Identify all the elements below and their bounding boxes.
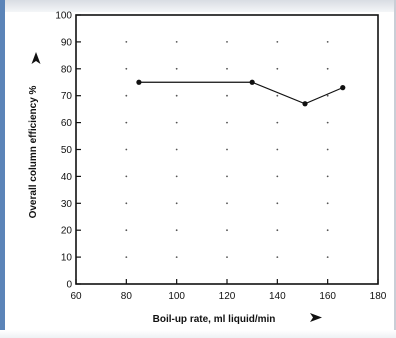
grid-dot bbox=[326, 67, 329, 70]
y-tick-label: 60 bbox=[61, 118, 73, 129]
grid-dot bbox=[125, 175, 128, 178]
grid-dot bbox=[175, 121, 178, 124]
grid-dot bbox=[175, 94, 178, 97]
up-arrow-icon bbox=[31, 52, 41, 64]
grid-dot bbox=[226, 175, 228, 178]
grid-dot bbox=[326, 256, 329, 258]
x-tick-label: 140 bbox=[269, 291, 286, 302]
grid-dot bbox=[175, 67, 178, 70]
grid-dot bbox=[125, 41, 128, 43]
grid-dot bbox=[175, 229, 178, 232]
series-layer bbox=[136, 79, 346, 107]
grid-dot bbox=[125, 148, 128, 151]
grid-dot bbox=[226, 94, 228, 97]
grid-dot bbox=[276, 229, 279, 232]
grid-dot bbox=[226, 256, 228, 258]
grid-dot bbox=[175, 175, 178, 178]
window-bottom-shade bbox=[0, 330, 396, 338]
grid-dot bbox=[326, 121, 329, 124]
grid-dot bbox=[125, 229, 128, 232]
x-tick-label: 180 bbox=[370, 291, 387, 302]
tick-layer: 0 10 20 30 40 50 60 70 80 90 100 60 80 100 120 140 160 18… bbox=[55, 11, 386, 303]
grid-dot bbox=[125, 121, 128, 124]
grid-dot bbox=[326, 175, 329, 178]
grid-dot bbox=[226, 67, 228, 70]
y-tick-label: 30 bbox=[61, 199, 73, 210]
grid-dot bbox=[276, 67, 279, 70]
data-point bbox=[136, 79, 142, 85]
grid-dot bbox=[326, 41, 329, 43]
grid-dot bbox=[276, 202, 279, 205]
x-tick-label: 80 bbox=[121, 291, 133, 302]
y-tick-label: 100 bbox=[55, 11, 72, 22]
grid-dot bbox=[226, 121, 228, 124]
series-line bbox=[138, 81, 344, 105]
grid-dot bbox=[276, 94, 279, 97]
y-tick-label: 0 bbox=[66, 280, 72, 291]
y-tick-label: 20 bbox=[61, 226, 73, 237]
grid-dot bbox=[125, 256, 128, 258]
x-tick-label: 100 bbox=[168, 291, 185, 302]
window-right-border bbox=[394, 0, 396, 338]
grid-dot bbox=[125, 202, 128, 205]
grid-dot bbox=[175, 256, 178, 258]
grid-dot bbox=[326, 202, 329, 205]
x-tick-label: 160 bbox=[319, 291, 336, 302]
grid-layer bbox=[125, 41, 329, 258]
grid-dot bbox=[175, 202, 178, 205]
data-point bbox=[302, 101, 308, 107]
grid-dot bbox=[326, 94, 329, 97]
grid-dot bbox=[226, 229, 228, 232]
grid-dot bbox=[276, 175, 279, 178]
window-top-shade bbox=[0, 0, 396, 12]
data-point bbox=[340, 85, 346, 91]
grid-dot bbox=[276, 121, 279, 124]
y-tick-label: 40 bbox=[61, 172, 73, 183]
window-left-border bbox=[0, 0, 5, 338]
grid-dot bbox=[326, 229, 329, 232]
y-tick-label: 90 bbox=[61, 37, 73, 48]
grid-dot bbox=[276, 148, 279, 151]
grid-dot bbox=[125, 67, 128, 70]
data-point bbox=[249, 79, 255, 85]
x-axis-title: Boil-up rate, ml liquid/min bbox=[153, 314, 276, 325]
x-tick-label: 120 bbox=[219, 291, 236, 302]
grid-dot bbox=[175, 148, 178, 151]
grid-dot bbox=[125, 94, 128, 97]
grid-dot bbox=[226, 148, 228, 151]
grid-dot bbox=[276, 256, 279, 258]
grid-dot bbox=[175, 41, 178, 43]
y-axis-title: Overall column efficiency % bbox=[28, 85, 39, 218]
y-tick-label: 80 bbox=[61, 64, 73, 75]
y-tick-label: 70 bbox=[61, 91, 73, 102]
x-tick-label: 60 bbox=[70, 291, 82, 302]
grid-dot bbox=[326, 148, 329, 151]
y-tick-label: 10 bbox=[61, 253, 73, 264]
grid-dot bbox=[276, 41, 279, 43]
y-tick-label: 50 bbox=[61, 145, 73, 156]
grid-dot bbox=[226, 202, 228, 205]
right-arrow-icon bbox=[310, 313, 322, 322]
grid-dot bbox=[226, 41, 228, 43]
